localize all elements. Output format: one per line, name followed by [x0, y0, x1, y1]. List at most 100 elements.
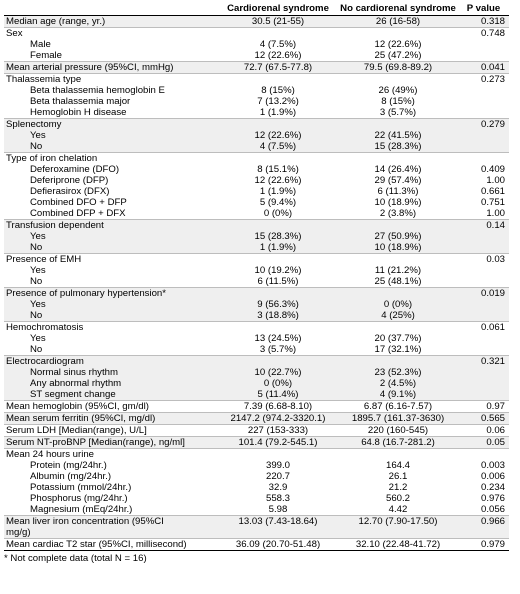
cardiorenal-value: 10 (19.2%) [254, 265, 302, 276]
row-label: Deferoxamine (DFO) [30, 164, 120, 175]
cardiorenal-value: 8 (15%) [261, 85, 295, 96]
row-label: Phosphorus (mg/24hr.) [30, 493, 128, 504]
no-cardiorenal-value [338, 253, 458, 265]
p-value [458, 299, 509, 310]
p-value [458, 130, 509, 141]
data-table-container: Cardiorenal syndrome No cardiorenal synd… [4, 2, 516, 564]
p-value: 0.06 [458, 424, 509, 437]
row-label: Yes [30, 333, 46, 344]
cardiorenal-value: 13.03 (7.43-18.64) [218, 515, 338, 539]
cardiorenal-value: 30.5 (21-55) [218, 15, 338, 28]
no-cardiorenal-value [338, 152, 458, 164]
table-row: Electrocardiogram 0.321 [4, 355, 509, 367]
row-label: Yes [4, 299, 218, 310]
p-value [458, 96, 509, 107]
no-cardiorenal-value: 11 (21.2%) [374, 265, 422, 276]
row-label: Sex [4, 27, 218, 39]
table-row: Hemochromatosis 0.061 [4, 321, 509, 333]
no-cardiorenal-value: 220 (160-545) [338, 424, 458, 437]
no-cardiorenal-value: 2 (4.5%) [338, 378, 458, 389]
no-cardiorenal-value [338, 27, 458, 39]
p-value: 0.006 [480, 471, 505, 482]
row-label: Serum LDH [Median(range), U/L] [4, 424, 218, 437]
table-row: Sex 0.748 [4, 27, 509, 39]
no-cardiorenal-value: 560.2 [385, 493, 410, 504]
row-label: No [30, 344, 43, 355]
row-label: Female [30, 50, 62, 61]
p-value: 0.234 [480, 482, 505, 493]
row-label: Defierasirox (DFX) [30, 186, 110, 197]
no-cardiorenal-value: 25 (48.1%) [374, 276, 422, 287]
no-cardiorenal-value: 6 (11.3%) [377, 186, 419, 197]
cardiorenal-value: 558.3 [265, 493, 290, 504]
no-cardiorenal-value: 27 (50.9%) [338, 231, 458, 242]
row-label: Serum NT-proBNP [Median(range), ng/ml] [4, 436, 218, 449]
table-row: Splenectomy 0.279 [4, 118, 509, 130]
row-label: Combined DFP + DFX [30, 208, 126, 219]
p-value [458, 242, 509, 254]
p-value: 0.279 [458, 118, 509, 130]
p-value: 1.00 [486, 208, 505, 219]
table-row: Albumin (mg/24hr.) 220.7 26.1 0.006 [4, 471, 509, 482]
row-label: Transfusion dependent [4, 219, 218, 231]
p-value: 0.14 [458, 219, 509, 231]
table-row: Deferiprone (DFP) 12 (22.6%) 29 (57.4%) 1.0… [4, 175, 509, 186]
cardiorenal-value [218, 73, 338, 85]
no-cardiorenal-value: 0 (0%) [338, 299, 458, 310]
no-cardiorenal-value [338, 355, 458, 367]
cardiorenal-value: 3 (18.8%) [218, 310, 338, 322]
table-row: No 3 (5.7%) 17 (32.1%) [4, 344, 509, 356]
p-value [458, 310, 509, 322]
table-row: Presence of EMH 0.03 [4, 253, 509, 265]
cardiorenal-value: 7.39 (6.68-8.10) [218, 400, 338, 413]
p-value: 0.003 [480, 460, 505, 471]
cardiorenal-value [218, 118, 338, 130]
row-label: Normal sinus rhythm [4, 367, 218, 378]
cardiorenal-value: 0 (0%) [263, 208, 293, 219]
p-value [458, 367, 509, 378]
no-cardiorenal-value: 4 (9.1%) [338, 389, 458, 401]
no-cardiorenal-value: 20 (37.7%) [374, 333, 422, 344]
p-value: 0.03 [458, 253, 509, 265]
cardiorenal-value: 1 (1.9%) [259, 186, 297, 197]
no-cardiorenal-value: 14 (26.4%) [374, 164, 422, 175]
p-value: 0.409 [480, 164, 505, 175]
p-value [458, 265, 509, 276]
cardiorenal-value: 220.7 [265, 471, 290, 482]
table-row: Yes 9 (56.3%) 0 (0%) [4, 299, 509, 310]
row-label: Mean arterial pressure (95%CI, mmHg) [4, 61, 218, 74]
no-cardiorenal-value: 8 (15%) [381, 96, 415, 107]
p-value [458, 276, 509, 288]
table-row: Thalassemia type 0.273 [4, 73, 509, 85]
table-row: Serum NT-proBNP [Median(range), ng/ml] 10… [4, 436, 509, 449]
cardiorenal-value [218, 27, 338, 39]
table-row: Normal sinus rhythm 10 (22.7%) 23 (52.3%) [4, 367, 509, 378]
cardiorenal-value: 227 (153-333) [218, 424, 338, 437]
p-value: 0.318 [458, 15, 509, 28]
characteristics-table: Cardiorenal syndrome No cardiorenal synd… [4, 2, 509, 551]
cardiorenal-value: 2147.2 (974.2-3320.1) [218, 412, 338, 425]
p-value: 0.976 [480, 493, 505, 504]
cardiorenal-value: 101.4 (79.2-545.1) [218, 436, 338, 449]
table-row: Type of iron chelation [4, 152, 509, 164]
cardiorenal-value: 72.7 (67.5-77.8) [218, 61, 338, 74]
table-row: Mean 24 hours urine [4, 448, 509, 460]
no-cardiorenal-value: 6.87 (6.16-7.57) [338, 400, 458, 413]
table-row: Mean cardiac T2 star (95%CI, millisecond… [4, 538, 509, 551]
cardiorenal-value: 3 (5.7%) [259, 344, 297, 355]
header-no-cardiorenal: No cardiorenal syndrome [338, 2, 458, 16]
table-row: Combined DFO + DFP 5 (9.4%) 10 (18.9%) 0.75… [4, 197, 509, 208]
table-row: Mean arterial pressure (95%CI, mmHg) 72.7… [4, 61, 509, 74]
p-value [458, 389, 509, 401]
cardiorenal-value: 12 (22.6%) [254, 50, 302, 61]
row-label: Thalassemia type [4, 73, 218, 85]
p-value: 0.056 [480, 504, 505, 515]
no-cardiorenal-value: 21.2 [388, 482, 408, 493]
no-cardiorenal-value: 17 (32.1%) [374, 344, 422, 355]
cardiorenal-value: 1 (1.9%) [218, 242, 338, 254]
p-value [458, 231, 509, 242]
row-label: Presence of pulmonary hypertension* [4, 287, 218, 299]
p-value [458, 344, 509, 356]
row-label: Deferiprone (DFP) [30, 175, 109, 186]
p-value: 0.321 [458, 355, 509, 367]
